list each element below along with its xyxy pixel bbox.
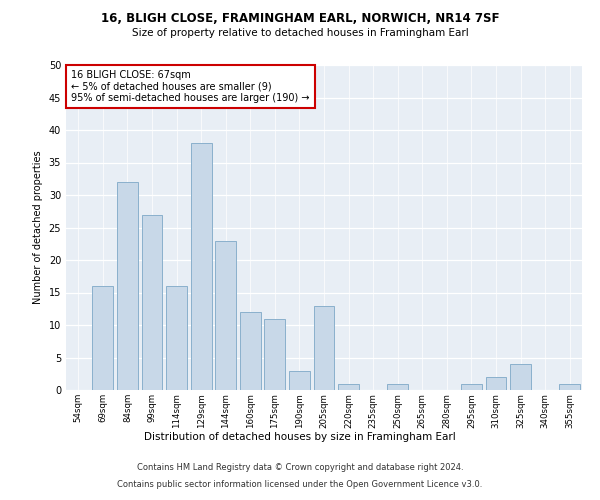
Bar: [387, 384, 408, 390]
Bar: [240, 312, 261, 390]
Text: Contains public sector information licensed under the Open Government Licence v3: Contains public sector information licen…: [118, 480, 482, 489]
Bar: [510, 364, 531, 390]
Y-axis label: Number of detached properties: Number of detached properties: [33, 150, 43, 304]
Bar: [215, 240, 236, 390]
Bar: [461, 384, 482, 390]
Bar: [142, 214, 163, 390]
Text: 16 BLIGH CLOSE: 67sqm
← 5% of detached houses are smaller (9)
95% of semi-detach: 16 BLIGH CLOSE: 67sqm ← 5% of detached h…: [71, 70, 310, 103]
Bar: [265, 318, 286, 390]
Bar: [191, 143, 212, 390]
Bar: [314, 306, 334, 390]
Text: Contains HM Land Registry data © Crown copyright and database right 2024.: Contains HM Land Registry data © Crown c…: [137, 462, 463, 471]
Bar: [166, 286, 187, 390]
Bar: [92, 286, 113, 390]
Text: Size of property relative to detached houses in Framingham Earl: Size of property relative to detached ho…: [131, 28, 469, 38]
Bar: [338, 384, 359, 390]
Bar: [485, 377, 506, 390]
Text: Distribution of detached houses by size in Framingham Earl: Distribution of detached houses by size …: [144, 432, 456, 442]
Bar: [117, 182, 138, 390]
Bar: [289, 370, 310, 390]
Text: 16, BLIGH CLOSE, FRAMINGHAM EARL, NORWICH, NR14 7SF: 16, BLIGH CLOSE, FRAMINGHAM EARL, NORWIC…: [101, 12, 499, 26]
Bar: [559, 384, 580, 390]
